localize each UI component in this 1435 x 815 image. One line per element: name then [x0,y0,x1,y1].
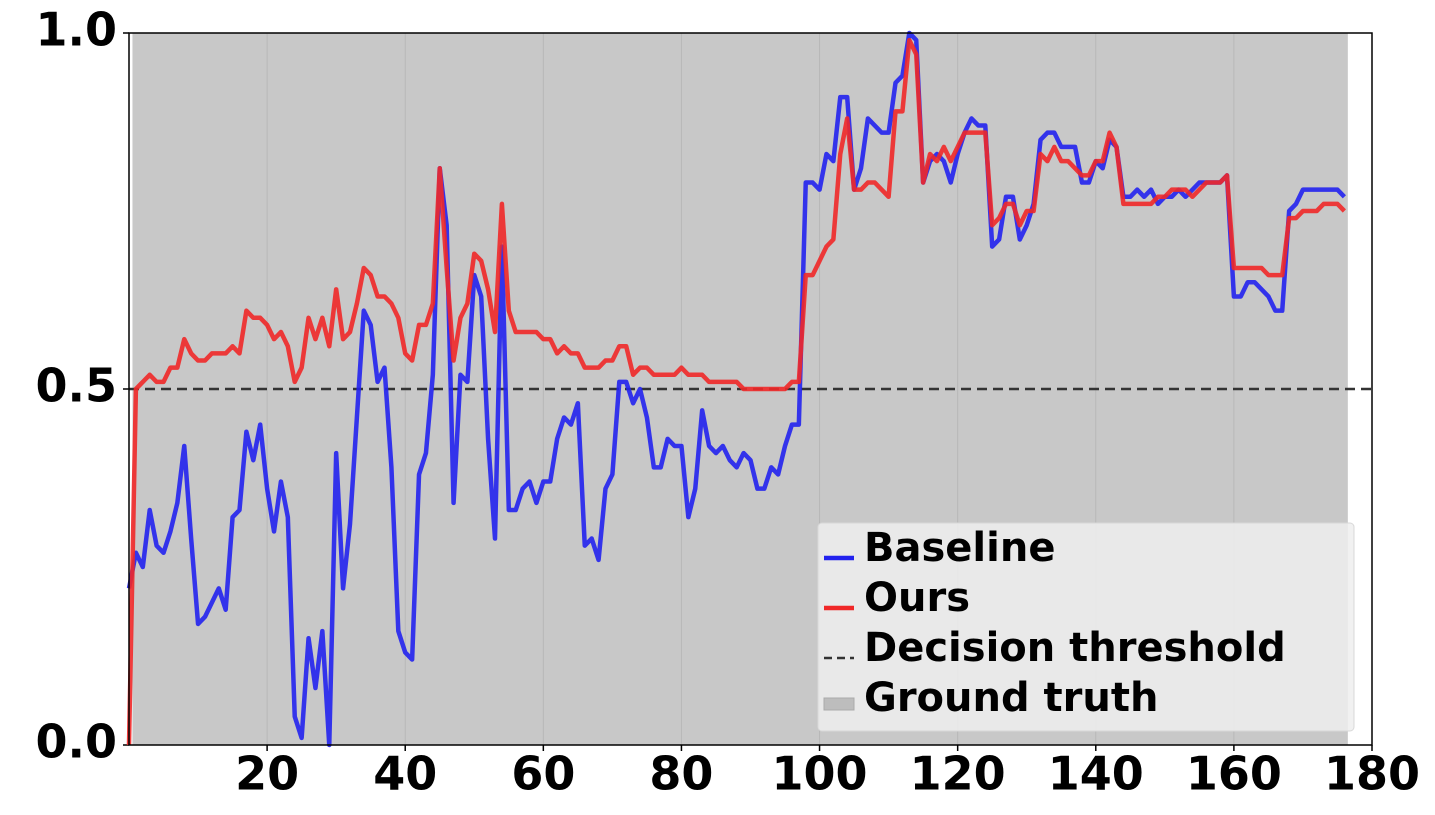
series-line [126,30,1346,748]
x-tick-label: 160 [1186,747,1282,801]
y-tick-label: 1.0 [36,3,118,57]
x-tick-label: 100 [772,747,868,801]
legend-label: Ground truth [864,675,1158,721]
x-tick-label: 120 [910,747,1006,801]
plot-frame [128,32,1373,746]
x-tick-label: 180 [1324,747,1420,801]
x-tick-label: 60 [511,747,575,801]
x-tick-label: 20 [235,747,299,801]
y-tick-label: 0.5 [36,359,118,413]
series-line [126,37,1346,746]
x-tick-label: 140 [1048,747,1144,801]
legend-swatch [823,697,855,711]
x-tick-label: 80 [649,747,713,801]
legend-box [817,522,1355,732]
y-tick-label: 0.0 [36,715,118,769]
legend-label: Decision threshold [864,625,1286,671]
x-tick-label: 40 [373,747,437,801]
legend-label: Ours [864,575,970,621]
legend-label: Baseline [864,525,1055,571]
